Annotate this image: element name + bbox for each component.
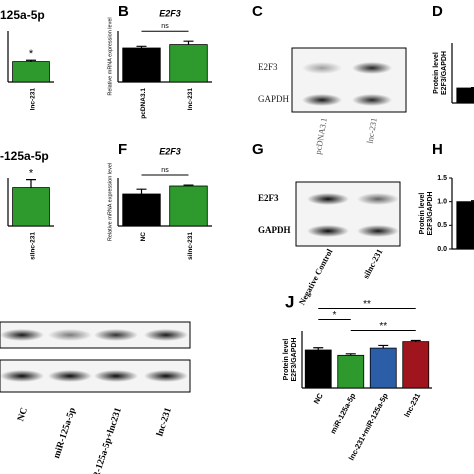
bar bbox=[12, 61, 50, 83]
blot-lane-label: miR-125a-5p bbox=[52, 407, 78, 460]
blot-lane-label: silnc-231 bbox=[361, 247, 385, 280]
blot-band bbox=[144, 370, 188, 382]
blot-band bbox=[144, 329, 188, 341]
x-tick-label: NC bbox=[140, 232, 147, 242]
y-axis-label: E2F3/GAPDH bbox=[427, 192, 434, 236]
blot-row-label: E2F3 bbox=[258, 62, 278, 72]
y-tick-label: 1.0 bbox=[437, 199, 447, 206]
x-tick-label: NC bbox=[312, 391, 325, 405]
panel-letter: B bbox=[118, 3, 129, 20]
y-axis-label: Protein level bbox=[433, 52, 440, 94]
error-bar bbox=[345, 353, 356, 356]
error-bar bbox=[26, 59, 36, 62]
x-tick-label: lnc-231 bbox=[402, 392, 422, 419]
panel-letter: D bbox=[432, 3, 443, 20]
y-tick-label: 0.5 bbox=[437, 222, 447, 229]
panel-letter: H bbox=[432, 141, 443, 158]
blot-band bbox=[307, 193, 349, 205]
panel-letter: G bbox=[252, 141, 264, 158]
panel-letter: F bbox=[118, 141, 127, 158]
blot-band bbox=[0, 329, 44, 341]
significance-mark: * bbox=[29, 48, 34, 60]
blot-lane-label: miR-125a-5p+lnc231 bbox=[88, 406, 124, 474]
blot-band bbox=[307, 225, 349, 237]
blot-band bbox=[302, 94, 342, 106]
bar bbox=[456, 201, 474, 250]
y-axis-label: E2F3/GAPDH bbox=[291, 338, 298, 382]
x-tick-label: silnc-231 bbox=[187, 232, 194, 260]
error-bar bbox=[136, 45, 147, 48]
significance-label: * bbox=[333, 310, 337, 321]
y-axis-label: Protein level bbox=[419, 193, 426, 235]
significance-mark: * bbox=[29, 168, 34, 180]
blot-band bbox=[352, 62, 392, 74]
blot-lane-label: lnc-231 bbox=[155, 406, 174, 437]
blot-band bbox=[0, 370, 44, 382]
blot-band bbox=[48, 329, 92, 341]
x-tick-label: lnc-231 bbox=[30, 88, 37, 111]
y-axis-label: Relative mRNA expression level bbox=[107, 17, 113, 95]
significance-label: ns bbox=[161, 167, 169, 174]
significance-label: ** bbox=[363, 299, 371, 310]
bar bbox=[304, 349, 332, 389]
error-bar bbox=[471, 200, 474, 202]
blot-band bbox=[357, 225, 399, 237]
bar bbox=[456, 87, 474, 104]
blot-band bbox=[302, 62, 342, 74]
panel-letter: J bbox=[285, 292, 294, 311]
x-tick-label: miR-125a-5p bbox=[328, 391, 357, 435]
error-bar bbox=[378, 344, 389, 349]
bar bbox=[337, 354, 365, 389]
blot-lane-label: pcDNA3.1 bbox=[313, 117, 329, 155]
bar bbox=[169, 44, 208, 83]
error-bar bbox=[26, 179, 36, 188]
x-tick-label: lnc-231 bbox=[187, 88, 194, 111]
blot-band bbox=[352, 94, 392, 106]
chart-title: 125a-5p bbox=[0, 8, 45, 22]
error-bar bbox=[313, 347, 324, 350]
x-tick-label: pcDNA3.1 bbox=[140, 88, 147, 119]
chart-title: E2F3 bbox=[159, 8, 181, 18]
blot-band bbox=[94, 370, 138, 382]
blot-lane-label: Negative Control bbox=[297, 247, 335, 307]
blot-lane-label: NC bbox=[16, 406, 30, 422]
blot-row-label: GAPDH bbox=[258, 225, 291, 235]
significance-label: ** bbox=[379, 321, 387, 332]
bar bbox=[402, 341, 430, 389]
error-bar bbox=[410, 339, 421, 342]
error-bar bbox=[183, 184, 194, 186]
blot-band bbox=[94, 329, 138, 341]
y-axis-label: Relative mRNA expression level bbox=[107, 163, 113, 241]
bar bbox=[369, 347, 397, 389]
y-axis-label: Protein level bbox=[283, 339, 290, 381]
panel-letter: C bbox=[252, 3, 263, 20]
blot-lane-label: lnc-231 bbox=[365, 117, 379, 144]
error-bar bbox=[136, 188, 147, 194]
chart-title: -125a-5p bbox=[0, 149, 49, 163]
blot-band bbox=[48, 370, 92, 382]
y-tick-label: 0.0 bbox=[437, 246, 447, 253]
bar bbox=[12, 187, 50, 227]
y-tick-label: 1.5 bbox=[437, 175, 447, 182]
x-tick-label: silnc-231 bbox=[30, 232, 37, 260]
y-axis-label: E2F3/GAPDH bbox=[441, 51, 448, 95]
blot-row-label: E2F3 bbox=[258, 193, 279, 203]
error-bar bbox=[183, 40, 194, 45]
bar bbox=[169, 185, 208, 227]
chart-title: E2F3 bbox=[159, 146, 181, 156]
blot-band bbox=[357, 193, 399, 205]
significance-label: ns bbox=[161, 23, 169, 30]
bar bbox=[122, 47, 161, 83]
blot-row-label: GAPDH bbox=[258, 94, 290, 104]
bar bbox=[122, 193, 161, 227]
